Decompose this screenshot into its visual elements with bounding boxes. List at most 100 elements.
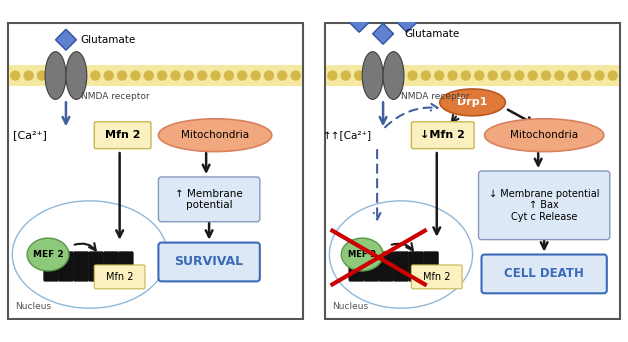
Polygon shape (396, 11, 418, 32)
Circle shape (328, 71, 337, 80)
Ellipse shape (342, 238, 383, 271)
Polygon shape (372, 23, 394, 44)
Ellipse shape (383, 52, 404, 100)
Text: Mitochondria: Mitochondria (181, 130, 249, 140)
FancyBboxPatch shape (479, 171, 610, 240)
Circle shape (502, 71, 511, 80)
Circle shape (595, 71, 604, 80)
Ellipse shape (45, 52, 66, 100)
Circle shape (355, 71, 364, 80)
Text: Nucleus: Nucleus (15, 302, 51, 311)
FancyBboxPatch shape (327, 65, 619, 86)
Circle shape (341, 71, 350, 80)
Circle shape (278, 71, 287, 80)
Circle shape (568, 71, 577, 80)
Circle shape (421, 71, 430, 80)
Text: MEF 2: MEF 2 (33, 250, 63, 259)
Circle shape (394, 71, 404, 80)
FancyBboxPatch shape (423, 252, 438, 281)
FancyBboxPatch shape (8, 23, 303, 319)
Circle shape (488, 71, 497, 80)
Text: ↓Mfn 2: ↓Mfn 2 (420, 130, 465, 140)
FancyBboxPatch shape (158, 177, 260, 222)
Circle shape (117, 71, 126, 80)
FancyBboxPatch shape (94, 122, 151, 149)
FancyBboxPatch shape (349, 252, 364, 281)
Text: Mfn 2: Mfn 2 (423, 272, 450, 282)
FancyBboxPatch shape (379, 252, 394, 281)
Text: Mitochondria: Mitochondria (510, 130, 578, 140)
FancyBboxPatch shape (394, 252, 409, 281)
FancyBboxPatch shape (9, 65, 301, 86)
Circle shape (515, 71, 524, 80)
Circle shape (224, 71, 234, 80)
Text: Drp1: Drp1 (457, 97, 488, 107)
Circle shape (211, 71, 220, 80)
Circle shape (435, 71, 443, 80)
Text: Mfn 2: Mfn 2 (105, 130, 141, 140)
Text: SURVIVAL: SURVIVAL (175, 255, 244, 268)
Text: Glutamate: Glutamate (81, 35, 136, 45)
Text: Glutamate: Glutamate (404, 29, 459, 39)
Circle shape (144, 71, 153, 80)
Circle shape (185, 71, 193, 80)
FancyBboxPatch shape (411, 265, 462, 289)
Polygon shape (372, 2, 394, 23)
Ellipse shape (485, 119, 604, 152)
Circle shape (541, 71, 551, 80)
Circle shape (462, 71, 470, 80)
Polygon shape (55, 29, 77, 50)
FancyBboxPatch shape (103, 252, 119, 281)
Circle shape (11, 71, 19, 80)
Circle shape (104, 71, 113, 80)
Circle shape (64, 71, 73, 80)
FancyBboxPatch shape (411, 122, 474, 149)
FancyBboxPatch shape (58, 252, 73, 281)
FancyBboxPatch shape (325, 23, 620, 319)
Circle shape (582, 71, 590, 80)
Circle shape (475, 71, 484, 80)
Circle shape (91, 71, 100, 80)
Polygon shape (349, 11, 370, 32)
Text: ↓ Membrane potential
↑ Bax
Cyt c Release: ↓ Membrane potential ↑ Bax Cyt c Release (489, 189, 599, 222)
Ellipse shape (362, 52, 383, 100)
Text: NMDA receptor: NMDA receptor (81, 92, 149, 101)
Circle shape (171, 71, 180, 80)
Circle shape (555, 71, 564, 80)
Circle shape (448, 71, 457, 80)
Circle shape (24, 71, 33, 80)
Text: NMDA receptor: NMDA receptor (401, 92, 470, 101)
Circle shape (381, 71, 390, 80)
Text: ↑ Membrane
potential: ↑ Membrane potential (175, 188, 243, 210)
FancyBboxPatch shape (158, 242, 260, 281)
Circle shape (158, 71, 166, 80)
Text: ↑↑[Ca²⁺]: ↑↑[Ca²⁺] (323, 130, 372, 140)
Circle shape (131, 71, 140, 80)
Text: Mfn 2: Mfn 2 (106, 272, 133, 282)
Circle shape (528, 71, 537, 80)
Circle shape (408, 71, 417, 80)
FancyBboxPatch shape (118, 252, 133, 281)
FancyBboxPatch shape (94, 265, 145, 289)
FancyBboxPatch shape (73, 252, 89, 281)
FancyBboxPatch shape (408, 252, 424, 281)
FancyBboxPatch shape (89, 252, 104, 281)
FancyBboxPatch shape (364, 252, 379, 281)
Circle shape (198, 71, 207, 80)
FancyBboxPatch shape (482, 254, 607, 293)
Circle shape (264, 71, 273, 80)
Circle shape (251, 71, 260, 80)
Circle shape (368, 71, 377, 80)
Text: Nucleus: Nucleus (332, 302, 369, 311)
Circle shape (51, 71, 60, 80)
Circle shape (77, 71, 87, 80)
Ellipse shape (158, 119, 272, 152)
Ellipse shape (66, 52, 87, 100)
Text: MEF 2: MEF 2 (348, 250, 376, 259)
Text: CELL DEATH: CELL DEATH (504, 267, 584, 280)
Circle shape (38, 71, 46, 80)
Ellipse shape (440, 89, 506, 116)
Ellipse shape (27, 238, 69, 271)
Circle shape (238, 71, 247, 80)
Text: [Ca²⁺]: [Ca²⁺] (13, 130, 47, 140)
